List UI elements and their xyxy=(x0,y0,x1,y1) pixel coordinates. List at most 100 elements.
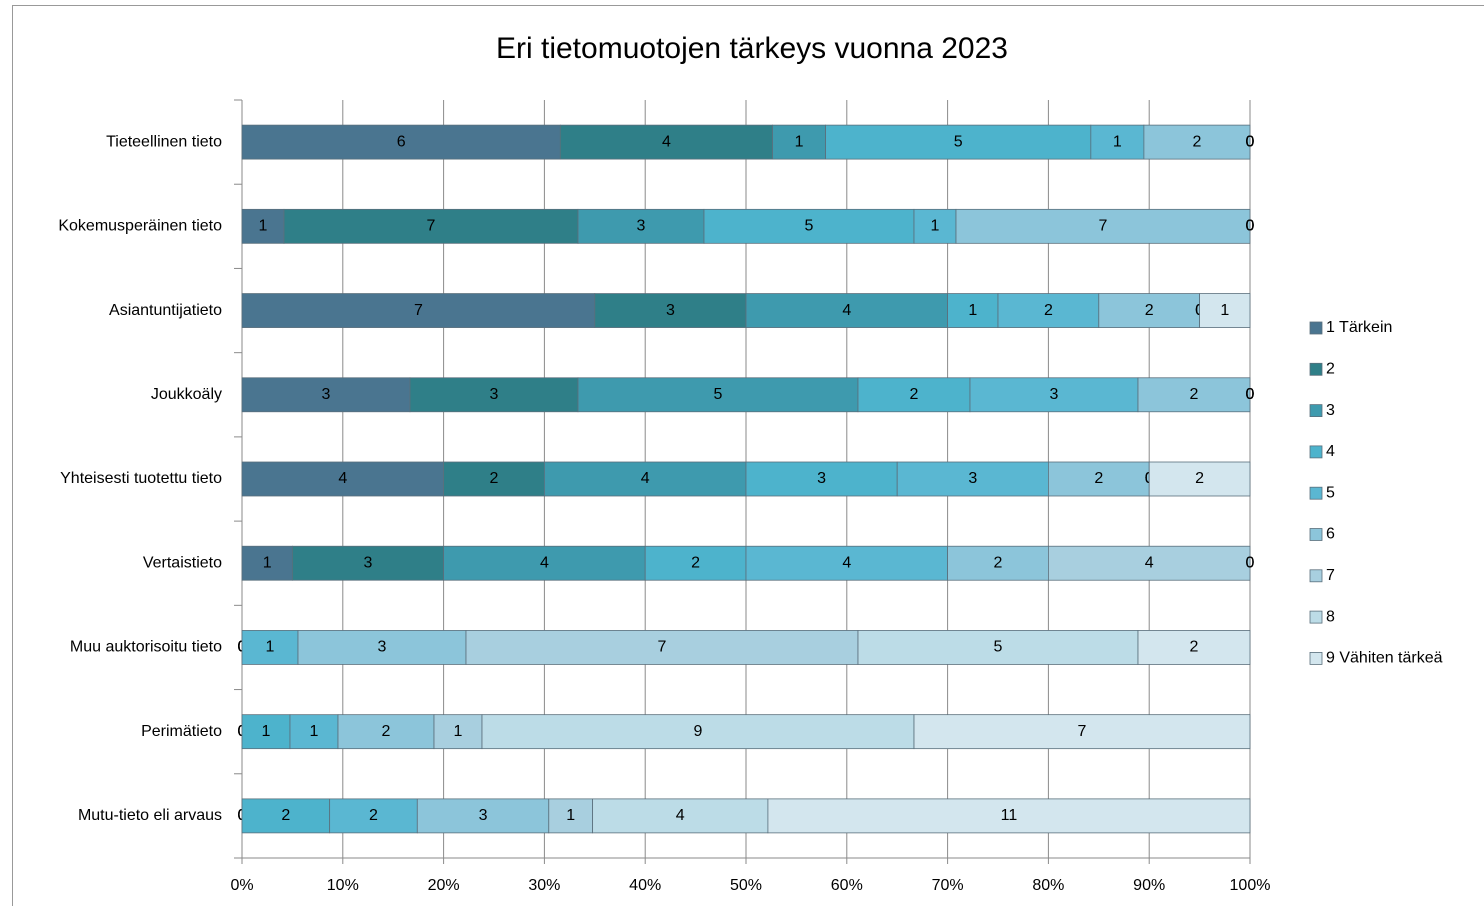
data-label: 4 xyxy=(676,807,685,824)
bar-segment xyxy=(969,377,1139,413)
y-tick-label: Perimätieto xyxy=(141,723,222,740)
data-label: 5 xyxy=(954,133,963,150)
legend-label: 3 xyxy=(1326,402,1335,419)
data-label: 1 xyxy=(566,807,575,824)
data-label: 0 xyxy=(1246,386,1255,403)
data-label: 0 xyxy=(1246,133,1255,150)
bar-segment xyxy=(409,377,579,413)
data-label: 3 xyxy=(479,807,488,824)
bar-segment xyxy=(767,798,1251,834)
data-label: 1 xyxy=(263,554,272,571)
data-label: 1 xyxy=(454,723,463,740)
bar-segment xyxy=(297,630,467,665)
bar-segment xyxy=(1090,124,1145,160)
bar-segment xyxy=(241,545,293,581)
data-label: 2 xyxy=(1044,302,1053,319)
data-label: 11 xyxy=(1001,807,1018,824)
bar-segment xyxy=(913,714,1251,750)
data-label: 0 xyxy=(1246,218,1255,235)
y-tick-label: Asiantuntijatieto xyxy=(109,302,222,319)
data-label: 0 xyxy=(1246,133,1255,150)
bar-segment xyxy=(559,124,773,160)
data-label: 2 xyxy=(910,386,919,403)
x-tick-label: 90% xyxy=(1133,877,1165,894)
x-tick-label: 70% xyxy=(932,877,964,894)
data-label: 7 xyxy=(1099,218,1108,235)
data-label: 4 xyxy=(842,554,851,571)
bar-segment xyxy=(1148,461,1251,497)
bar-segment xyxy=(772,124,826,160)
data-label: 3 xyxy=(968,470,977,487)
bar-segment xyxy=(241,377,411,413)
legend-swatch xyxy=(1309,321,1323,335)
data-label: 1 xyxy=(931,218,940,235)
data-label: 2 xyxy=(1195,470,1204,487)
data-label: 3 xyxy=(1050,386,1059,403)
bar-segment xyxy=(594,293,747,328)
data-label: 2 xyxy=(1145,302,1154,319)
bar-segment xyxy=(947,293,999,328)
legend-swatch xyxy=(1309,404,1323,418)
legend-swatch xyxy=(1309,445,1323,459)
data-label: 2 xyxy=(691,554,700,571)
x-tick-label: 80% xyxy=(1032,877,1064,894)
data-label: 2 xyxy=(1190,639,1199,656)
bar-segment xyxy=(241,630,299,665)
data-label: 2 xyxy=(1192,133,1201,150)
data-label: 2 xyxy=(382,723,391,740)
y-tick-label: Tieteellinen tieto xyxy=(106,133,222,150)
bar-segment xyxy=(577,208,705,244)
legend-label: 9 Vähiten tärkeä xyxy=(1326,650,1443,667)
data-label: 3 xyxy=(637,218,646,235)
legend-label: 7 xyxy=(1326,567,1335,584)
data-label: 4 xyxy=(641,470,650,487)
data-label: 3 xyxy=(378,639,387,656)
x-tick-label: 40% xyxy=(629,877,661,894)
legend-swatch xyxy=(1309,610,1323,624)
legend-swatch xyxy=(1309,362,1323,376)
bar-segment xyxy=(241,461,445,497)
bar-segment xyxy=(857,630,1139,665)
x-tick-label: 60% xyxy=(831,877,863,894)
bar-segment xyxy=(592,798,769,834)
data-label: 1 xyxy=(795,133,804,150)
bar-segment xyxy=(1199,293,1251,328)
data-label: 3 xyxy=(817,470,826,487)
data-label: 2 xyxy=(369,807,378,824)
data-label: 4 xyxy=(338,470,347,487)
y-tick-label: Muu auktorisoitu tieto xyxy=(70,639,222,656)
data-label: 7 xyxy=(658,639,667,656)
bar-segment xyxy=(1143,124,1251,160)
data-label: 2 xyxy=(281,807,290,824)
data-label: 7 xyxy=(427,218,436,235)
data-label: 0 xyxy=(1246,218,1255,235)
data-label: 3 xyxy=(364,554,373,571)
y-tick-label: Vertaistieto xyxy=(143,554,222,571)
data-label: 0 xyxy=(1246,218,1255,235)
data-label: 2 xyxy=(490,470,499,487)
data-label: 5 xyxy=(714,386,723,403)
legend-swatch xyxy=(1309,486,1323,500)
data-label: 4 xyxy=(662,133,671,150)
data-label: 1 xyxy=(262,723,271,740)
bar-segment xyxy=(443,545,646,581)
bar-segment xyxy=(913,208,957,244)
data-label: 4 xyxy=(1145,554,1154,571)
data-label: 0 xyxy=(1246,133,1255,150)
x-tick-label: 10% xyxy=(327,877,359,894)
data-label: 1 xyxy=(968,302,977,319)
bar-segment xyxy=(283,208,579,244)
bar-segment xyxy=(241,798,331,834)
legend-swatch xyxy=(1309,528,1323,541)
data-label: 1 xyxy=(310,723,319,740)
bar-segment xyxy=(337,714,435,750)
legend-label: 2 xyxy=(1326,361,1335,378)
bar-segment xyxy=(1098,293,1201,328)
legend-label: 8 xyxy=(1326,608,1335,625)
data-label: 7 xyxy=(414,302,423,319)
x-tick-label: 0% xyxy=(230,877,253,894)
legend-swatch xyxy=(1309,569,1323,583)
data-label: 1 xyxy=(266,639,275,656)
bar-segment xyxy=(241,124,561,160)
